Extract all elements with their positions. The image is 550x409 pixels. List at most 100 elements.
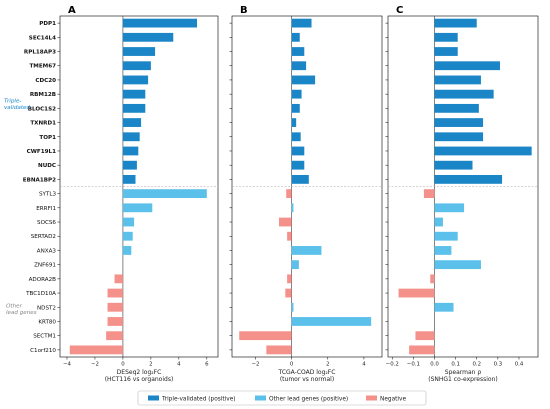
bar-sytl3 <box>286 189 292 199</box>
bar-cdc20 <box>291 75 316 85</box>
bar-pdp1 <box>434 18 477 28</box>
legend-swatch <box>255 395 266 401</box>
legend-label: Triple-validated (positive) <box>161 396 236 402</box>
x-tick-label: 0.3 <box>494 362 503 368</box>
gene-label-sytl3: SYTL3 <box>39 192 57 198</box>
bar-nudc <box>291 160 305 170</box>
bar-txnrd1 <box>122 118 142 127</box>
bar-sertad2 <box>122 231 133 241</box>
bar-bloc1s2 <box>434 103 479 113</box>
gene-label-sertad2: SERTAD2 <box>31 234 56 240</box>
x-tick-label: 0.0 <box>430 362 439 368</box>
legend-box <box>137 390 427 406</box>
bar-nudc <box>434 160 473 170</box>
bar-top1 <box>434 132 484 142</box>
bar-krt80 <box>107 317 123 326</box>
x-axis-label: (tumor vs normal) <box>280 376 334 383</box>
x-axis-label: DESeq2 log₂FC <box>117 369 162 376</box>
bar-sec14l4 <box>434 32 458 42</box>
x-tick-label: −2 <box>91 362 99 368</box>
gene-label-top1: TOP1 <box>39 135 56 141</box>
group-label-triple: validated <box>4 105 30 111</box>
bar-sectm1 <box>415 331 435 341</box>
panel-b: −2 0 2 4 TCGA-COAD log₂FC(tumor vs normal) B <box>229 5 383 383</box>
bar-sectm1 <box>239 331 292 341</box>
bar-cwf19l1 <box>434 146 532 156</box>
x-tick-label: −0.1 <box>407 362 420 368</box>
bar-tmem67 <box>122 61 151 71</box>
bar-rbm12b <box>291 89 302 99</box>
gene-label-ebna1bp2: EBNA1BP2 <box>23 177 56 183</box>
bar-errfi1 <box>122 203 153 213</box>
bar-nudc <box>122 160 137 170</box>
bar-tbc1d10a <box>398 288 435 298</box>
bar-ndst2 <box>291 302 294 312</box>
bar-rpl18ap3 <box>291 47 305 56</box>
bar-rpl18ap3 <box>434 47 458 56</box>
group-label-other: Other <box>6 303 23 309</box>
gene-label-socs6: SOCS6 <box>37 220 56 226</box>
bar-c1orf210 <box>409 345 435 355</box>
gene-label-sec14l4: SEC14L4 <box>29 35 56 41</box>
gene-label-pdp1: PDP1 <box>39 21 56 27</box>
bar-tmem67 <box>291 61 307 71</box>
panel-a: −4 −2 0 2 4 6 DESeq2 log₂FC(HCT116 vs organoid… <box>23 5 219 383</box>
bar-sertad2 <box>287 231 292 241</box>
bar-ebna1bp2 <box>122 174 136 184</box>
legend: Triple-validated (positive) Other lead ge… <box>137 390 427 406</box>
bar-bloc1s2 <box>122 103 146 113</box>
bar-pdp1 <box>291 18 312 28</box>
gene-label-nudc: NUDC <box>38 163 56 169</box>
gene-label-ndst2: NDST2 <box>37 305 56 311</box>
bar-sytl3 <box>122 189 207 199</box>
bar-tmem67 <box>434 61 500 71</box>
x-tick-label: 4 <box>362 362 366 368</box>
bar-ebna1bp2 <box>291 174 309 184</box>
panel-letter-a: A <box>68 5 76 16</box>
gene-label-anxa3: ANXA3 <box>37 248 57 254</box>
bar-tbc1d10a <box>285 288 292 298</box>
gene-label-txnrd1: TXNRD1 <box>30 121 56 127</box>
bar-cwf19l1 <box>291 146 305 156</box>
bar-bloc1s2 <box>291 103 300 113</box>
x-tick-label: 4 <box>177 362 181 368</box>
x-tick-label: 0 <box>290 362 294 368</box>
bar-ebna1bp2 <box>434 174 503 184</box>
bar-krt80 <box>291 317 372 326</box>
x-tick-label: −2 <box>252 362 260 368</box>
group-label-other: lead genes <box>6 310 37 316</box>
x-tick-label: 0.4 <box>515 362 524 368</box>
bar-cdc20 <box>122 75 149 85</box>
bar-anxa3 <box>434 246 452 255</box>
bar-cwf19l1 <box>122 146 139 156</box>
bar-sec14l4 <box>122 32 174 42</box>
bar-rpl18ap3 <box>122 47 156 56</box>
bar-top1 <box>291 132 301 142</box>
bar-znf691 <box>434 260 481 270</box>
bar-ndst2 <box>107 302 123 312</box>
gene-label-sectm1: SECTM1 <box>33 334 56 340</box>
x-tick-label: 0.1 <box>451 362 460 368</box>
bar-errfi1 <box>291 203 294 213</box>
bar-txnrd1 <box>291 118 297 127</box>
x-axis-label: Spearman ρ <box>445 369 482 376</box>
gene-label-rbm12b: RBM12B <box>30 92 56 98</box>
bar-adora2b <box>430 274 435 284</box>
bar-anxa3 <box>122 246 132 255</box>
bar-tbc1d10a <box>107 288 123 298</box>
x-tick-label: 6 <box>205 362 209 368</box>
bar-top1 <box>122 132 140 142</box>
bar-sec14l4 <box>291 32 300 42</box>
legend-swatch <box>148 395 159 401</box>
x-tick-label: −4 <box>63 362 72 368</box>
bar-znf691 <box>291 260 299 270</box>
bar-rbm12b <box>122 89 146 99</box>
gene-label-cdc20: CDC20 <box>35 78 56 84</box>
bar-cdc20 <box>434 75 481 85</box>
bar-anxa3 <box>291 246 322 255</box>
legend-label: Other lead genes (positive) <box>269 396 348 402</box>
bar-errfi1 <box>434 203 465 213</box>
x-tick-label: −0.2 <box>386 362 399 368</box>
bar-adora2b <box>114 274 123 284</box>
